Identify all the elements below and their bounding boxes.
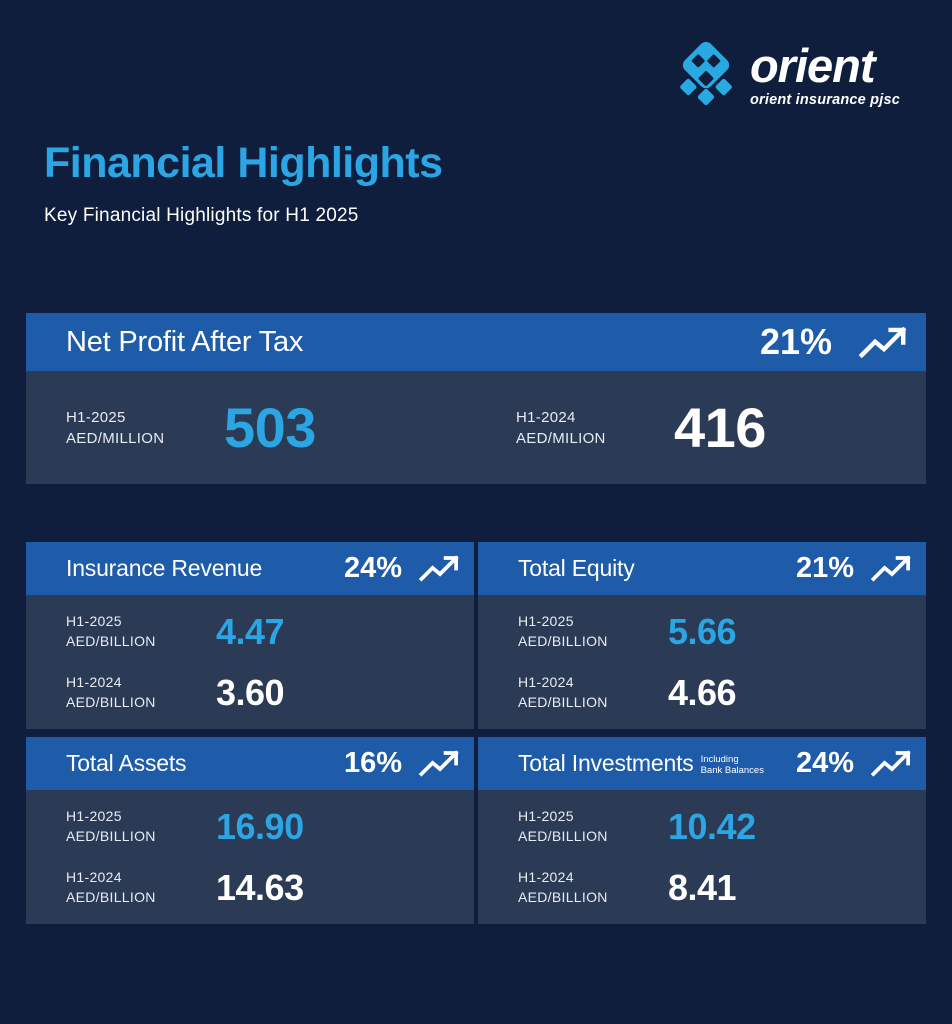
metric-unit: AED/BILLION	[66, 693, 156, 710]
trend-up-icon	[418, 750, 459, 777]
total-equity-card: Total Equity 21% H1-2025 AED/BILLION 5.6…	[478, 542, 926, 729]
metric-previous: H1-2024 AED/BILLION 4.66	[478, 672, 926, 714]
card-title: Total Equity	[518, 555, 635, 581]
logo-tagline: orient insurance pjsc	[749, 92, 900, 108]
change-percent: 21%	[795, 552, 854, 584]
metric-current: H1-2025 AED/BILLION 4.47	[26, 611, 474, 653]
metric-previous: H1-2024 AED/BILLION 3.60	[26, 672, 474, 714]
metric-value-current: 16.90	[216, 805, 304, 847]
logo-wordmark: orient	[749, 39, 876, 92]
page-header: Financial Highlights Key Financial Highl…	[44, 142, 443, 227]
metric-value-current: 10.42	[668, 805, 756, 847]
metric-label: H1-2024 AED/BILLION	[518, 673, 668, 712]
card-body: H1-2025 AED/BILLION 5.66 H1-2024 AED/BIL…	[478, 595, 926, 729]
metric-period: H1-2024	[66, 673, 122, 690]
metric-current: H1-2025 AED/MILLION 503	[26, 395, 476, 460]
page-subtitle: Key Financial Highlights for H1 2025	[44, 205, 359, 226]
metric-previous: H1-2024 AED/BILLION 14.63	[26, 867, 474, 909]
card-title: Total Investments	[518, 750, 694, 776]
metric-value-previous: 416	[674, 396, 766, 459]
metric-label: H1-2025 AED/BILLION	[518, 612, 668, 651]
metric-value-previous: 4.66	[668, 671, 737, 713]
card-title-note: Including Bank Balances	[700, 754, 764, 776]
card-title-note-line2: Bank Balances	[700, 764, 764, 776]
card-body: H1-2025 AED/BILLION 10.42 H1-2024 AED/BI…	[478, 790, 926, 924]
metric-period: H1-2024	[518, 868, 574, 885]
metric-label: H1-2024 AED/BILLION	[518, 868, 668, 907]
metric-period: H1-2024	[518, 673, 574, 690]
orient-diamond-logo-icon	[680, 42, 732, 106]
metric-period: H1-2024	[516, 408, 576, 426]
metric-value-previous: 14.63	[216, 866, 304, 908]
card-body: H1-2025 AED/BILLION 4.47 H1-2024 AED/BIL…	[26, 595, 474, 729]
change-percent: 21%	[759, 321, 832, 362]
change-percent: 16%	[343, 747, 402, 779]
card-title: Insurance Revenue	[66, 555, 263, 581]
total-investments-card: Total Investments Including Bank Balance…	[478, 737, 926, 924]
metric-previous: H1-2024 AED/BILLION 8.41	[478, 867, 926, 909]
metric-unit: AED/BILLION	[518, 693, 608, 710]
metric-unit: AED/BILLION	[518, 888, 608, 905]
metric-value-current: 503	[224, 396, 316, 459]
total-assets-card: Total Assets 16% H1-2025 AED/BILLION 16.…	[26, 737, 474, 924]
metric-period: H1-2025	[66, 807, 122, 824]
metric-label: H1-2025 AED/BILLION	[66, 807, 216, 846]
metric-unit: AED/BILLION	[66, 827, 156, 844]
metric-label: H1-2024 AED/BILLION	[66, 673, 216, 712]
card-title: Total Assets	[66, 750, 187, 776]
trend-up-icon	[418, 555, 459, 582]
change-percent: 24%	[795, 747, 854, 779]
trend-up-icon	[870, 555, 911, 582]
card-title: Net Profit After Tax	[66, 325, 304, 358]
metric-unit: AED/MILION	[516, 429, 606, 447]
metric-current: H1-2025 AED/BILLION 5.66	[478, 611, 926, 653]
net-profit-card: Net Profit After Tax 21% H1-2025 AED/MIL…	[26, 313, 926, 484]
metric-unit: AED/BILLION	[518, 632, 608, 649]
metric-label: H1-2025 AED/BILLION	[518, 807, 668, 846]
net-profit-card-header: Net Profit After Tax 21%	[26, 313, 926, 371]
metric-period: H1-2025	[518, 612, 574, 629]
metric-label: H1-2025 AED/BILLION	[66, 612, 216, 651]
metric-period: H1-2025	[66, 408, 126, 426]
metric-unit: AED/BILLION	[66, 632, 156, 649]
page-title: Financial Highlights	[44, 139, 443, 187]
card-header: Total Investments Including Bank Balance…	[478, 737, 926, 790]
card-header: Total Equity 21%	[478, 542, 926, 595]
metric-period: H1-2025	[66, 612, 122, 629]
metric-current: H1-2025 AED/BILLION 10.42	[478, 806, 926, 848]
metric-label: H1-2024 AED/MILION	[516, 407, 674, 449]
metric-previous: H1-2024 AED/MILION 416	[476, 395, 926, 460]
metric-unit: AED/MILLION	[66, 429, 165, 447]
orient-logo: orient orient insurance pjsc	[672, 42, 900, 108]
metric-label: H1-2025 AED/MILLION	[66, 407, 224, 449]
net-profit-card-body: H1-2025 AED/MILLION 503 H1-2024 AED/MILI…	[26, 371, 926, 484]
metric-cards-grid: Insurance Revenue 24% H1-2025 AED/BILLIO…	[26, 542, 926, 924]
metric-label: H1-2024 AED/BILLION	[66, 868, 216, 907]
metric-unit: AED/BILLION	[66, 888, 156, 905]
change-percent: 24%	[343, 552, 402, 584]
metric-value-current: 5.66	[668, 610, 737, 652]
metric-unit: AED/BILLION	[518, 827, 608, 844]
trend-up-icon	[870, 750, 911, 777]
card-title-note-line1: Including	[700, 754, 739, 766]
metric-value-previous: 3.60	[216, 671, 285, 713]
metric-period: H1-2024	[66, 868, 122, 885]
metric-value-current: 4.47	[216, 610, 285, 652]
metric-period: H1-2025	[518, 807, 574, 824]
metric-value-previous: 8.41	[668, 866, 737, 908]
card-header: Insurance Revenue 24%	[26, 542, 474, 595]
metric-current: H1-2025 AED/BILLION 16.90	[26, 806, 474, 848]
insurance-revenue-card: Insurance Revenue 24% H1-2025 AED/BILLIO…	[26, 542, 474, 729]
trend-up-icon	[858, 326, 907, 358]
card-header: Total Assets 16%	[26, 737, 474, 790]
card-body: H1-2025 AED/BILLION 16.90 H1-2024 AED/BI…	[26, 790, 474, 924]
